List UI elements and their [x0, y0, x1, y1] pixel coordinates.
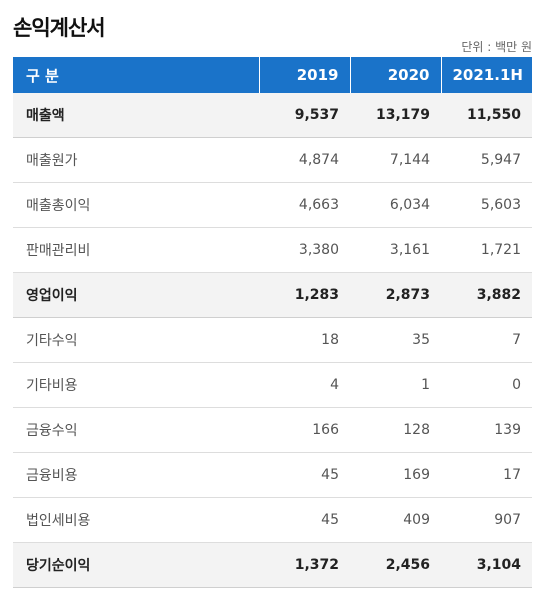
table-row: 금융수익 166 128 139 — [13, 407, 532, 453]
row-value: 3,380 — [259, 227, 350, 273]
table-row: 매출총이익 4,663 6,034 5,603 — [13, 182, 532, 228]
row-label: 기타비용 — [13, 362, 259, 408]
header-category: 구 분 — [13, 57, 260, 93]
row-label: 매출원가 — [13, 137, 259, 183]
row-value: 13,179 — [350, 93, 441, 138]
row-value: 409 — [350, 497, 441, 543]
row-value: 11,550 — [441, 93, 532, 138]
table-row: 영업이익 1,283 2,873 3,882 — [13, 272, 532, 318]
row-value: 5,947 — [441, 137, 532, 183]
row-value: 7,144 — [350, 137, 441, 183]
row-value: 2,873 — [350, 272, 441, 318]
row-value: 4,663 — [259, 182, 350, 228]
row-label: 판매관리비 — [13, 227, 259, 273]
unit-note: 단위 : 백만 원 — [461, 40, 532, 54]
row-value: 1 — [350, 362, 441, 408]
row-value: 169 — [350, 452, 441, 498]
row-value: 139 — [441, 407, 532, 453]
row-label: 당기순이익 — [13, 542, 259, 588]
row-value: 3,161 — [350, 227, 441, 273]
page-title: 손익계산서 — [13, 16, 106, 40]
row-value: 1,721 — [441, 227, 532, 273]
row-value: 907 — [441, 497, 532, 543]
row-value: 0 — [441, 362, 532, 408]
table-row: 기타비용 4 1 0 — [13, 362, 532, 408]
row-label: 기타수익 — [13, 317, 259, 363]
row-label: 금융비용 — [13, 452, 259, 498]
table-row: 금융비용 45 169 17 — [13, 452, 532, 498]
row-value: 35 — [350, 317, 441, 363]
row-value: 45 — [259, 497, 350, 543]
income-statement-table: 구 분 2019 2020 2021.1H 매출액 9,537 13,179 11,5… — [13, 57, 532, 588]
row-value: 3,882 — [441, 272, 532, 318]
row-value: 18 — [259, 317, 350, 363]
row-value: 128 — [350, 407, 441, 453]
row-value: 2,456 — [350, 542, 441, 588]
table-row: 법인세비용 45 409 907 — [13, 497, 532, 543]
row-value: 17 — [441, 452, 532, 498]
row-value: 3,104 — [441, 542, 532, 588]
row-value: 1,283 — [259, 272, 350, 318]
row-value: 4,874 — [259, 137, 350, 183]
row-label: 법인세비용 — [13, 497, 259, 543]
row-value: 166 — [259, 407, 350, 453]
table-row: 매출액 9,537 13,179 11,550 — [13, 93, 532, 138]
row-label: 금융수익 — [13, 407, 259, 453]
table-row: 판매관리비 3,380 3,161 1,721 — [13, 227, 532, 273]
row-label: 영업이익 — [13, 272, 259, 318]
table-row: 매출원가 4,874 7,144 5,947 — [13, 137, 532, 183]
row-value: 7 — [441, 317, 532, 363]
row-value: 1,372 — [259, 542, 350, 588]
row-label: 매출총이익 — [13, 182, 259, 228]
header-year-2020: 2020 — [350, 57, 442, 93]
row-value: 9,537 — [259, 93, 350, 138]
header-year-2021-1h: 2021.1H — [441, 57, 532, 93]
row-value: 4 — [259, 362, 350, 408]
header-year-2019: 2019 — [259, 57, 351, 93]
table-header-row: 구 분 2019 2020 2021.1H — [13, 57, 532, 93]
row-label: 매출액 — [13, 93, 259, 138]
table-row: 당기순이익 1,372 2,456 3,104 — [13, 542, 532, 588]
table-row: 기타수익 18 35 7 — [13, 317, 532, 363]
row-value: 5,603 — [441, 182, 532, 228]
row-value: 6,034 — [350, 182, 441, 228]
row-value: 45 — [259, 452, 350, 498]
